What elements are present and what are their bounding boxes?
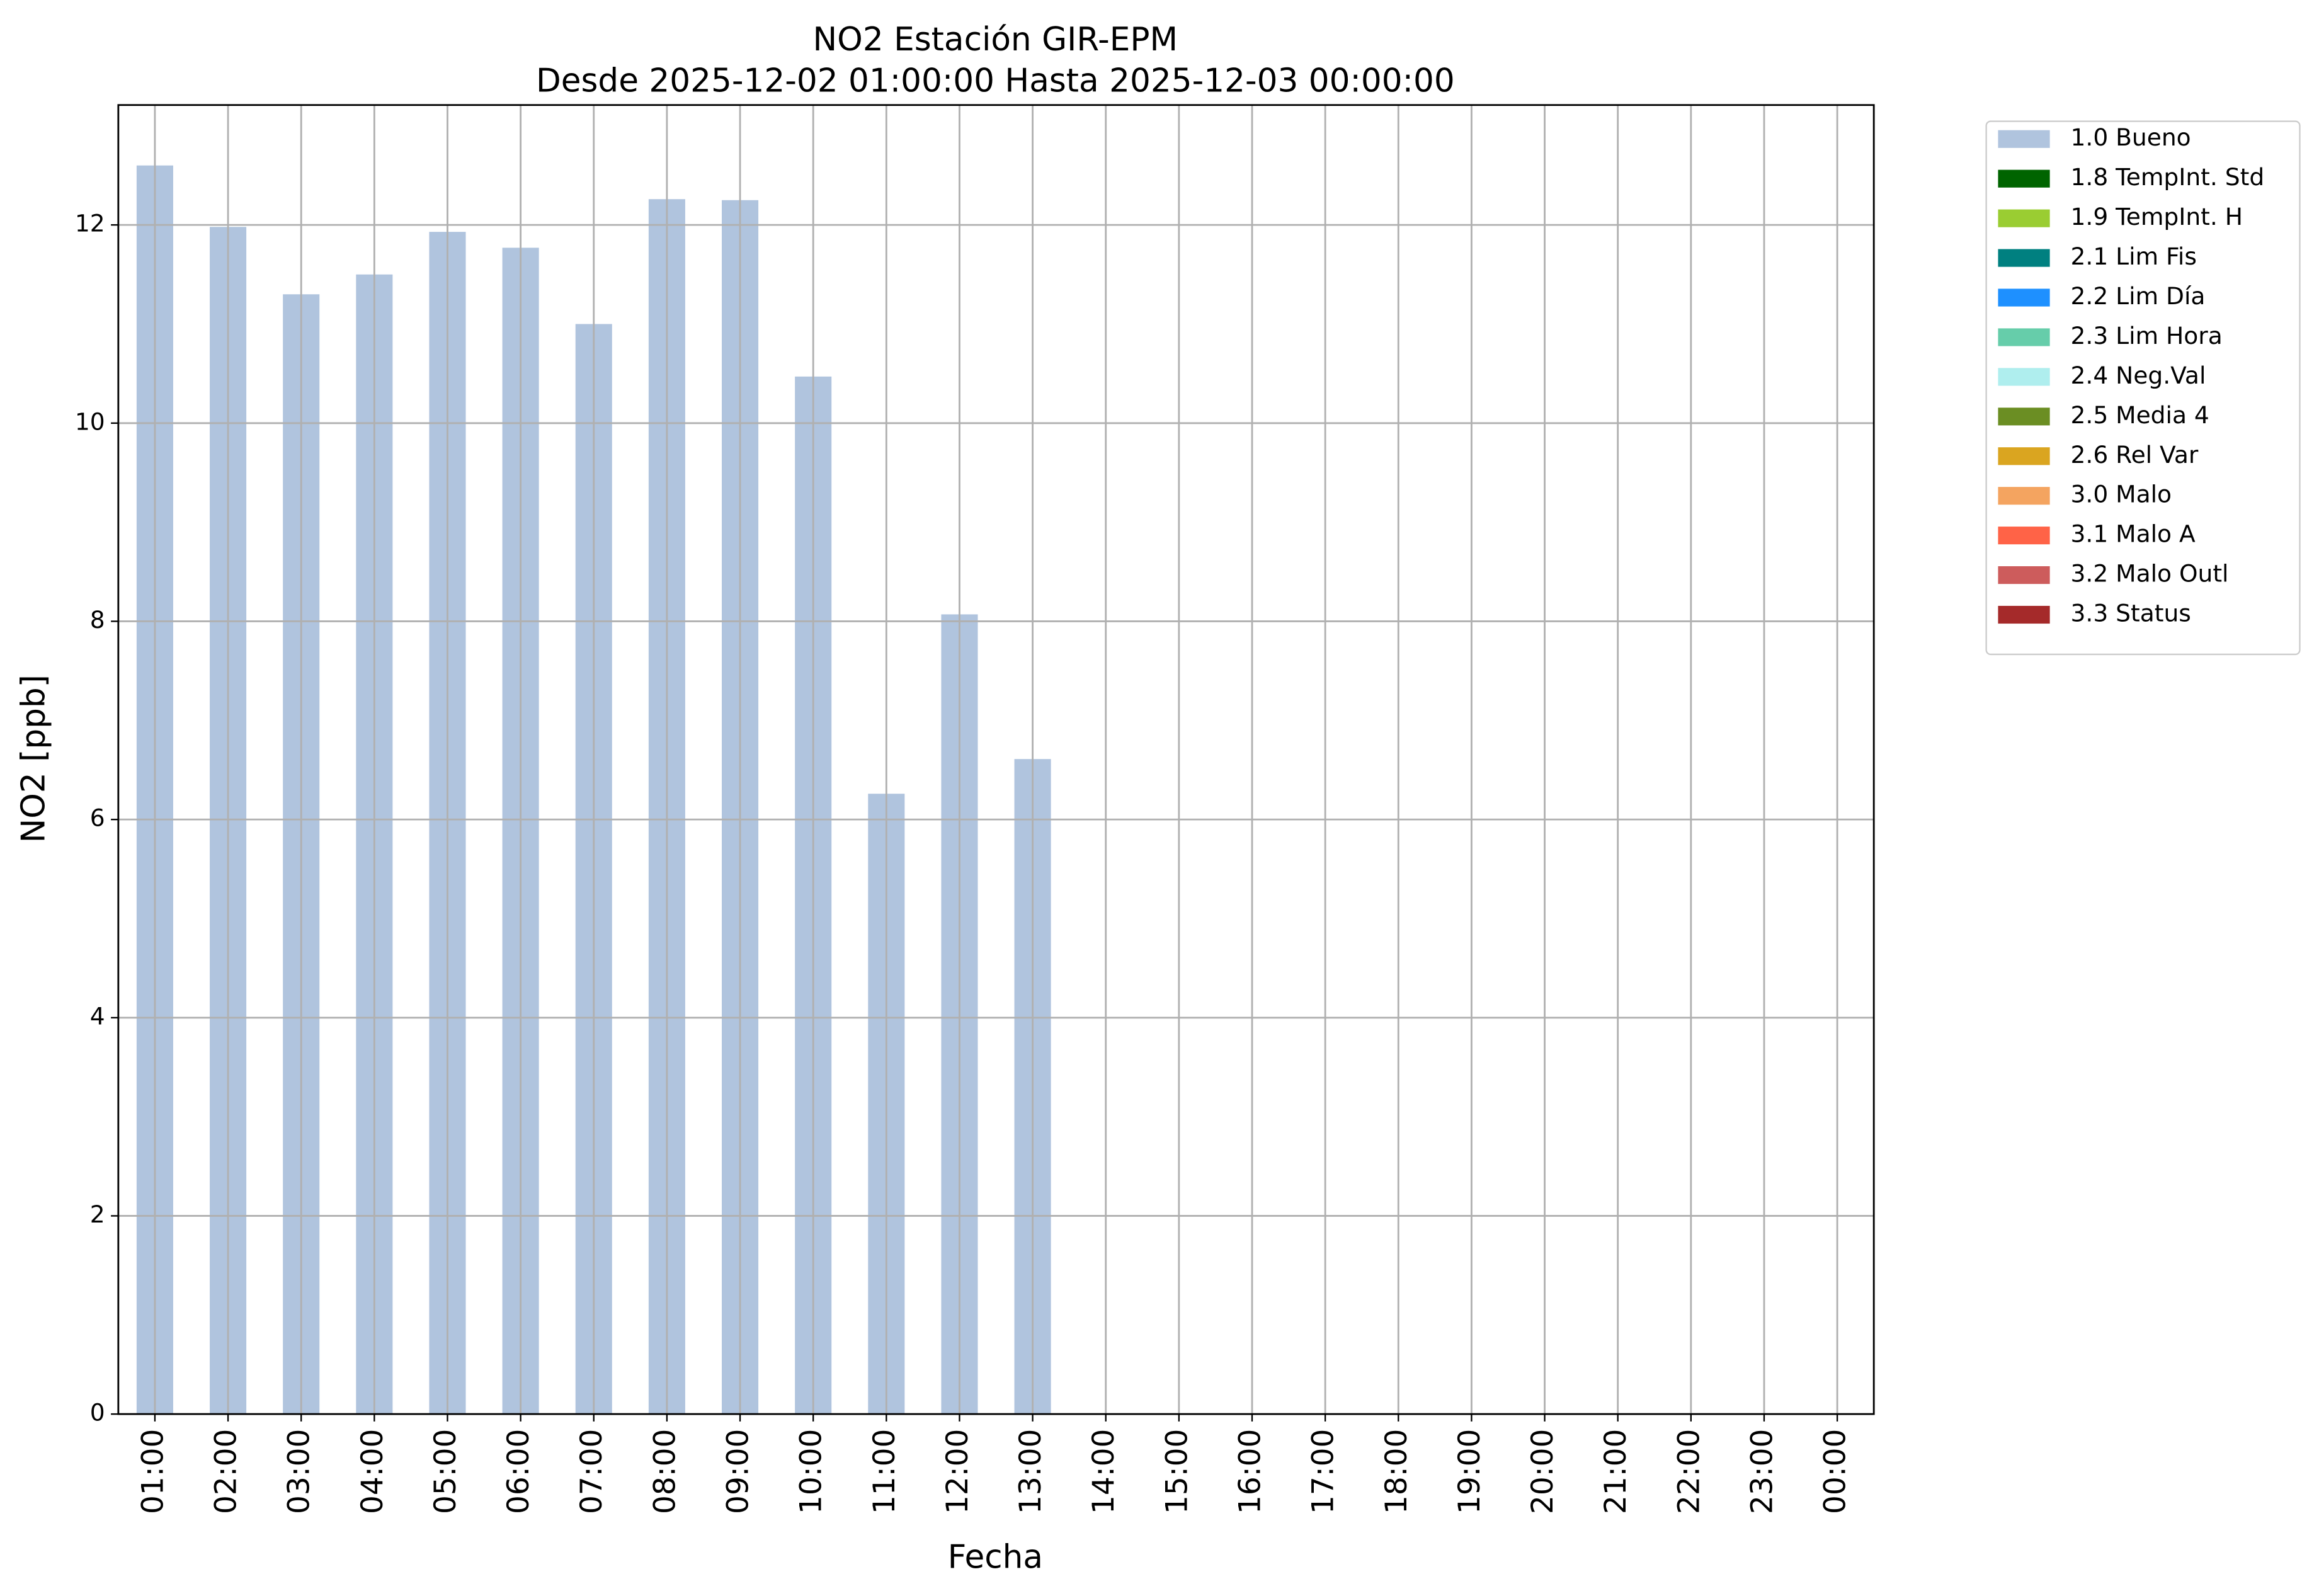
legend-swatch xyxy=(1998,368,2050,386)
x-tick-label: 22:00 xyxy=(1672,1429,1706,1514)
legend-label: 2.2 Lim Día xyxy=(2071,282,2206,310)
x-tick-label: 21:00 xyxy=(1598,1429,1633,1514)
x-tick-label: 17:00 xyxy=(1306,1429,1341,1514)
chart-title: NO2 Estación GIR-EPM xyxy=(813,21,1178,59)
y-tick-label: 4 xyxy=(90,1002,105,1030)
legend-swatch xyxy=(1998,487,2050,505)
x-tick-label: 06:00 xyxy=(501,1429,536,1514)
legend-label: 2.4 Neg.Val xyxy=(2071,362,2206,389)
x-axis-label: Fecha xyxy=(948,1538,1043,1576)
legend-swatch xyxy=(1998,605,2050,624)
x-tick-label: 14:00 xyxy=(1086,1429,1121,1514)
legend-label: 1.8 TempInt. Std xyxy=(2071,163,2265,191)
legend-swatch xyxy=(1998,130,2050,148)
y-tick-label: 10 xyxy=(75,408,105,435)
legend-swatch xyxy=(1998,169,2050,188)
legend-label: 1.0 Bueno xyxy=(2071,123,2191,151)
legend-swatch xyxy=(1998,288,2050,307)
x-tick-label: 04:00 xyxy=(355,1429,390,1514)
x-tick-label: 15:00 xyxy=(1160,1429,1194,1514)
x-tick-label: 11:00 xyxy=(867,1429,902,1514)
legend-swatch xyxy=(1998,328,2050,346)
y-tick-label: 8 xyxy=(90,606,105,634)
x-tick-label: 16:00 xyxy=(1233,1429,1268,1514)
y-tick-label: 0 xyxy=(90,1399,105,1427)
x-tick-label: 12:00 xyxy=(940,1429,975,1514)
legend-swatch xyxy=(1998,447,2050,465)
x-tick-label: 01:00 xyxy=(135,1429,170,1514)
legend-label: 2.1 Lim Fis xyxy=(2071,242,2197,270)
y-tick-label: 2 xyxy=(90,1200,105,1228)
legend-swatch xyxy=(1998,209,2050,227)
legend-swatch xyxy=(1998,249,2050,267)
legend-box xyxy=(1985,120,2301,656)
legend-swatch xyxy=(1998,566,2050,584)
legend-swatch xyxy=(1998,527,2050,545)
x-tick-label: 23:00 xyxy=(1745,1429,1779,1514)
x-tick-label: 07:00 xyxy=(574,1429,609,1514)
x-tick-label: 20:00 xyxy=(1525,1429,1560,1514)
x-tick-label: 03:00 xyxy=(282,1429,317,1514)
x-tick-label: 08:00 xyxy=(647,1429,682,1514)
x-tick-label: 05:00 xyxy=(428,1429,463,1514)
x-tick-label: 09:00 xyxy=(721,1429,756,1514)
x-tick-label: 10:00 xyxy=(794,1429,829,1514)
legend-label: 3.2 Malo Outl xyxy=(2071,560,2229,588)
y-tick-label: 6 xyxy=(90,804,105,832)
legend-label: 2.6 Rel Var xyxy=(2071,441,2199,469)
legend-label: 1.9 TempInt. H xyxy=(2071,203,2243,231)
y-axis-label: NO2 [ppb] xyxy=(14,675,52,843)
plot-frame xyxy=(117,104,1875,1415)
legend-label: 2.3 Lim Hora xyxy=(2071,322,2223,350)
legend-label: 3.3 Status xyxy=(2071,600,2191,627)
x-tick-label: 00:00 xyxy=(1818,1429,1853,1514)
legend-label: 3.0 Malo xyxy=(2071,481,2172,508)
legend-swatch xyxy=(1998,408,2050,426)
legend-label: 2.5 Media 4 xyxy=(2071,401,2209,429)
legend-label: 3.1 Malo A xyxy=(2071,520,2196,548)
chart-subtitle: Desde 2025-12-02 01:00:00 Hasta 2025-12-… xyxy=(536,62,1455,100)
x-tick-label: 02:00 xyxy=(209,1429,244,1514)
x-tick-label: 13:00 xyxy=(1013,1429,1048,1514)
x-tick-label: 19:00 xyxy=(1452,1429,1487,1514)
x-tick-label: 18:00 xyxy=(1379,1429,1414,1514)
y-tick-label: 12 xyxy=(75,210,105,237)
